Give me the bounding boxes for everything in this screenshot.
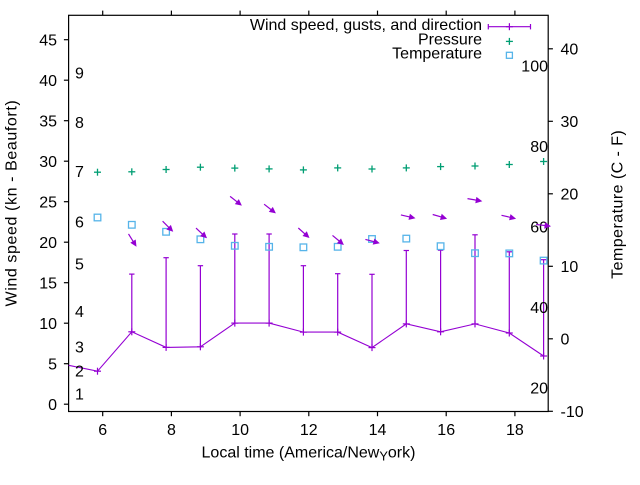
svg-text:8: 8 — [167, 422, 176, 439]
svg-text:30: 30 — [39, 154, 57, 171]
svg-text:Wind speed (kn - Beaufort): Wind speed (kn - Beaufort) — [4, 100, 21, 307]
svg-text:60: 60 — [530, 220, 548, 237]
svg-text:Temperature: Temperature — [392, 45, 482, 62]
svg-text:5: 5 — [48, 356, 57, 373]
svg-text:40: 40 — [530, 300, 548, 317]
svg-text:9: 9 — [75, 65, 84, 82]
svg-text:8: 8 — [75, 115, 84, 132]
svg-text:Local time (America/NewYork): Local time (America/NewYork) — [202, 445, 416, 464]
svg-text:5: 5 — [75, 256, 84, 273]
svg-text:30: 30 — [561, 114, 579, 131]
svg-text:40: 40 — [561, 41, 579, 58]
svg-text:4: 4 — [75, 304, 84, 321]
svg-text:40: 40 — [39, 73, 57, 90]
svg-text:Pressure: Pressure — [418, 31, 482, 48]
svg-text:35: 35 — [39, 113, 57, 130]
svg-text:20: 20 — [39, 235, 57, 252]
svg-text:3: 3 — [75, 339, 84, 356]
svg-text:-10: -10 — [561, 404, 584, 421]
svg-text:10: 10 — [561, 259, 579, 276]
svg-text:6: 6 — [75, 215, 84, 232]
svg-text:25: 25 — [39, 194, 57, 211]
svg-text:45: 45 — [39, 32, 57, 49]
svg-text:18: 18 — [506, 422, 524, 439]
svg-text:20: 20 — [530, 381, 548, 398]
svg-text:10: 10 — [39, 316, 57, 333]
svg-text:14: 14 — [369, 422, 387, 439]
svg-text:6: 6 — [98, 422, 107, 439]
svg-text:Wind speed, gusts, and directi: Wind speed, gusts, and direction — [250, 17, 482, 34]
svg-text:Temperature (C - F): Temperature (C - F) — [610, 130, 627, 279]
svg-text:2: 2 — [75, 363, 84, 380]
svg-text:10: 10 — [231, 422, 249, 439]
svg-text:7: 7 — [75, 164, 84, 181]
svg-text:0: 0 — [561, 331, 570, 348]
svg-text:0: 0 — [48, 397, 57, 414]
svg-text:80: 80 — [530, 139, 548, 156]
svg-text:1: 1 — [75, 386, 84, 403]
svg-text:15: 15 — [39, 275, 57, 292]
svg-text:100: 100 — [521, 59, 548, 76]
svg-text:20: 20 — [561, 186, 579, 203]
svg-text:12: 12 — [300, 422, 318, 439]
svg-text:16: 16 — [437, 422, 455, 439]
